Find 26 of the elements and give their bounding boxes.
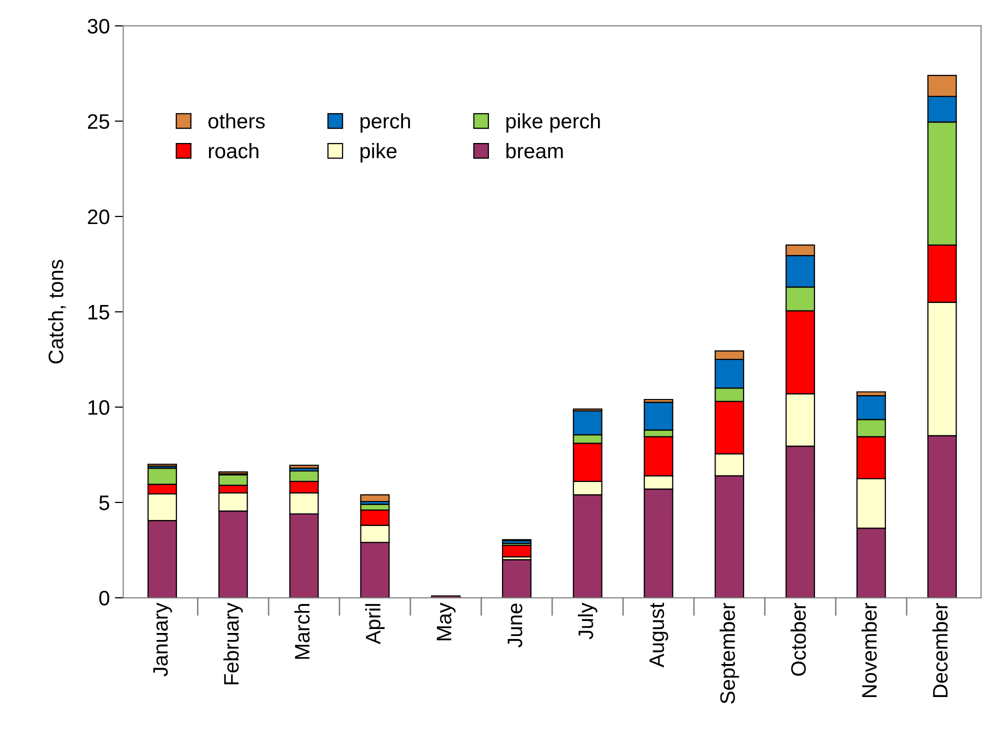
x-tick-label: July bbox=[578, 602, 598, 640]
x-tick-label: March bbox=[294, 604, 310, 659]
x-tick-label: September bbox=[720, 602, 740, 704]
y-tick-label: 20 bbox=[88, 209, 110, 224]
x-tick-label: June bbox=[508, 604, 522, 648]
legend-label: perch bbox=[360, 113, 410, 133]
x-tick-label: October bbox=[790, 602, 806, 676]
y-tick-label: 30 bbox=[88, 18, 110, 34]
legend-label: others bbox=[208, 113, 265, 129]
x-tick-label: April bbox=[365, 604, 385, 644]
legend-label: pike bbox=[360, 143, 396, 162]
y-tick-label: 15 bbox=[88, 305, 110, 320]
x-tick-label: February bbox=[223, 602, 243, 684]
y-axis-title: Catch, tons bbox=[48, 260, 66, 364]
y-tick-label: 5 bbox=[99, 496, 110, 510]
y-tick-label: 0 bbox=[99, 590, 110, 606]
legend-label: roach bbox=[208, 143, 258, 158]
x-tick-label: December bbox=[932, 602, 948, 698]
x-tick-label: August bbox=[650, 602, 668, 668]
y-tick-label: 10 bbox=[88, 400, 110, 415]
x-tick-label: January bbox=[153, 602, 172, 676]
x-tick-label: May bbox=[436, 602, 456, 640]
y-tick-label: 25 bbox=[88, 114, 110, 129]
legend-label: bream bbox=[506, 143, 563, 158]
x-tick-label: November bbox=[861, 602, 877, 698]
legend-label: pike perch bbox=[506, 113, 600, 133]
